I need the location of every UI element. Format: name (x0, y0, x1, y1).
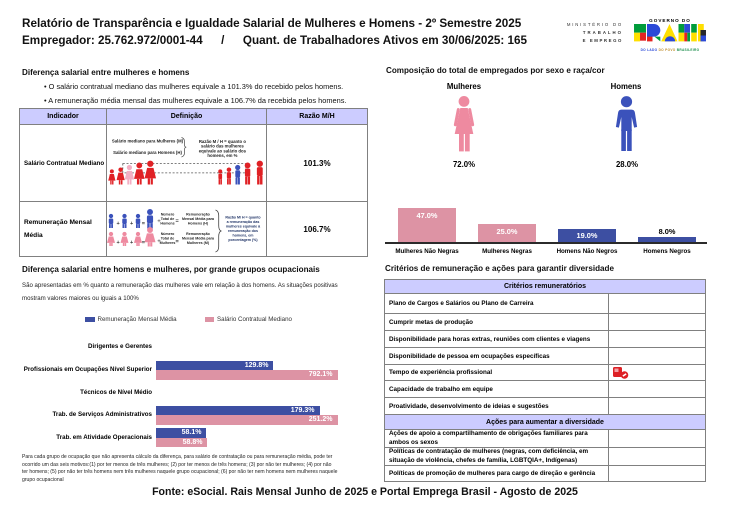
svg-text:Remuneração: Remuneração (186, 232, 211, 236)
svg-text:+: + (130, 221, 133, 227)
svg-text:Mensal Média para: Mensal Média para (182, 217, 215, 221)
svg-text:+: + (117, 221, 120, 227)
svg-text:+: + (130, 240, 133, 246)
svg-text:porcentagem (%): porcentagem (%) (228, 238, 258, 242)
svg-text:=: = (142, 240, 145, 246)
svg-text:÷: ÷ (158, 219, 161, 225)
svg-text:Mulheres (M): Mulheres (M) (187, 241, 210, 245)
svg-text:÷: ÷ (158, 239, 161, 245)
svg-text:Homens: Homens (160, 222, 174, 226)
svg-text:Razão M / H = quanto o: Razão M / H = quanto o (199, 139, 247, 144)
svg-text:Mensal Média para: Mensal Média para (182, 236, 215, 240)
svg-text:Número: Número (161, 213, 175, 217)
svg-text:a remuneração das: a remuneração das (227, 220, 260, 224)
svg-text:remuneração dos: remuneração dos (228, 229, 258, 233)
svg-text:Salário mediano para Mulheres: Salário mediano para Mulheres (M) (112, 139, 184, 144)
svg-text:equivale ao salário dos: equivale ao salário dos (199, 148, 247, 153)
svg-text:Total de: Total de (161, 236, 175, 240)
svg-text:Mulheres: Mulheres (160, 241, 176, 245)
svg-text:Homens (H): Homens (H) (188, 222, 209, 226)
svg-text:=: = (176, 239, 179, 245)
svg-text:Razão M/ H = quanto: Razão M/ H = quanto (225, 216, 261, 220)
svg-text:mulheres equivale à: mulheres equivale à (226, 225, 260, 229)
svg-text:Salário mediano para Homens (H: Salário mediano para Homens (H) (113, 150, 182, 155)
svg-text:homens, em: homens, em (233, 234, 254, 238)
svg-text:homens, em %: homens, em % (207, 153, 237, 158)
svg-text:+: + (117, 240, 120, 246)
svg-text:Número: Número (161, 232, 175, 236)
svg-text:Total de: Total de (161, 217, 175, 221)
svg-text:=: = (142, 221, 145, 227)
svg-text:salário das mulheres: salário das mulheres (201, 144, 244, 149)
svg-text:Remuneração: Remuneração (186, 213, 211, 217)
svg-text:=: = (176, 219, 179, 225)
